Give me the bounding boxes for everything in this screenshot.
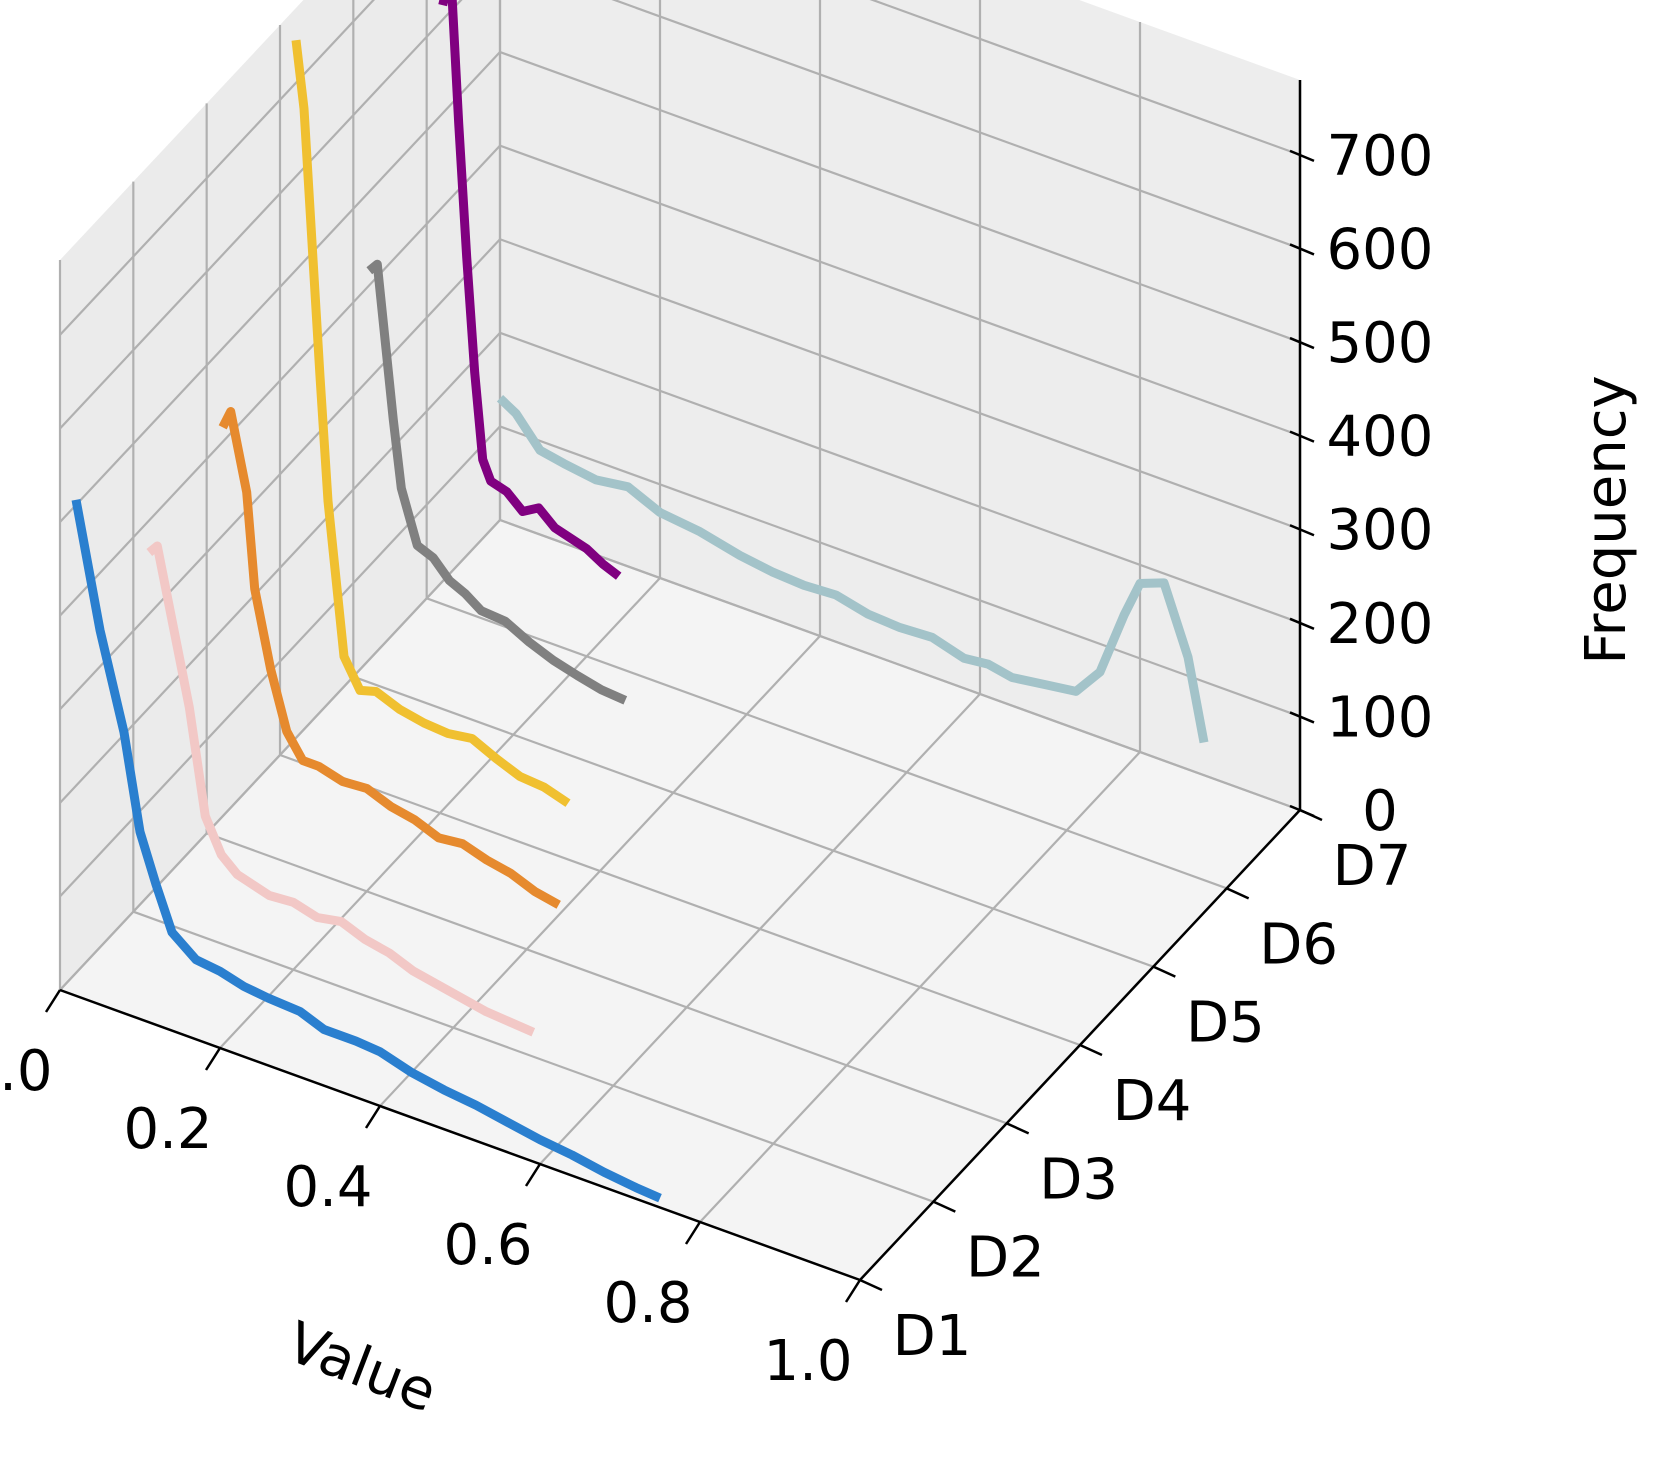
z-tick-label: 600: [1327, 217, 1434, 282]
x-tick: [524, 1163, 542, 1187]
tick-labels: 0.0 0.2 0.4 0.6 0.8 1.0 D1 D2 D3 D4 D5 D6 D70 100 200 3…: [0, 124, 1433, 1394]
z-axis-label: Frequency: [1574, 375, 1639, 664]
grid-line: [499, 518, 1301, 812]
x-tick: [204, 1047, 222, 1071]
grid-line: [611, 0, 1301, 250]
y-tick-label: D4: [1113, 1069, 1192, 1134]
z-tick-label: 500: [1327, 311, 1434, 376]
grid-line: [59, 0, 376, 336]
grid-line: [59, 238, 501, 710]
grid-line: [132, 910, 934, 1203]
grid-line: [59, 332, 501, 804]
grid-line: [869, 0, 1301, 156]
grid-line: [499, 238, 1301, 531]
series-group: [71, 0, 1209, 1203]
y-tick-label: D2: [966, 1226, 1045, 1291]
y-tick-label: D1: [893, 1304, 972, 1369]
x-tick: [44, 989, 62, 1013]
y-tick-label: D3: [1039, 1147, 1118, 1212]
y-tick-label: D5: [1186, 991, 1265, 1056]
x-tick-label: 1.0: [763, 1329, 852, 1394]
z-tick-label: 400: [1327, 405, 1434, 470]
z-tick: [1289, 524, 1315, 537]
x-tick: [684, 1221, 702, 1245]
grid-line: [206, 832, 1008, 1125]
z-tick: [1289, 711, 1315, 724]
z-tick: [1289, 617, 1315, 630]
x-tick-label: 0.8: [603, 1271, 692, 1336]
z-tick: [1289, 243, 1315, 256]
axis-lines: [44, 80, 1323, 1303]
z-tick-label: 200: [1327, 592, 1434, 657]
y-tick: [1152, 965, 1176, 978]
series-line-d1: [71, 498, 662, 1203]
z-tick: [1289, 149, 1315, 163]
z-tick: [1289, 804, 1315, 818]
x-tick: [364, 1105, 382, 1129]
series-line-d3: [218, 407, 561, 909]
x-axis-line: [59, 988, 861, 1282]
grid-line: [499, 425, 1301, 718]
grid-line: [59, 144, 501, 617]
x-tick-label: 0.4: [283, 1155, 372, 1220]
axis-panes: [60, 0, 1300, 1280]
x-tick-label: 0.2: [123, 1097, 212, 1162]
y-tick-label: D6: [1259, 912, 1338, 977]
series-line-d7: [496, 395, 1209, 744]
grid-line: [499, 331, 1301, 624]
series-line-d6: [438, 0, 622, 580]
series-line-d4: [291, 39, 571, 807]
grid-line: [426, 597, 1228, 890]
y-tick-label: D7: [1333, 834, 1412, 899]
grid-line: [499, 144, 1301, 437]
grid-line: [499, 51, 1301, 344]
grid-line: [352, 675, 1154, 968]
grid-line: [279, 753, 1081, 1047]
y-tick: [1226, 887, 1250, 900]
y-tick: [859, 1278, 883, 1292]
y-tick: [932, 1200, 956, 1213]
series-line-d5: [366, 259, 628, 705]
back-pane: [500, 0, 1300, 810]
z-tick: [1289, 336, 1315, 350]
grid-line: [59, 519, 501, 991]
grid-line: [59, 51, 501, 523]
z-tick-label: 700: [1327, 124, 1434, 189]
z-tick-label: 0: [1362, 779, 1398, 844]
x-tick-label: 0.6: [443, 1213, 532, 1278]
z-tick: [1289, 430, 1315, 443]
x-axis-label: Value: [278, 1310, 445, 1426]
z-tick-label: 300: [1327, 498, 1434, 563]
x-tick-label: 0.0: [0, 1039, 53, 1104]
y-tick: [1006, 1122, 1030, 1135]
z-tick-label: 100: [1327, 685, 1434, 750]
series-line-d2: [146, 541, 536, 1037]
y-tick: [1079, 1043, 1103, 1057]
grid-line: [59, 0, 463, 430]
x-tick: [844, 1279, 862, 1303]
